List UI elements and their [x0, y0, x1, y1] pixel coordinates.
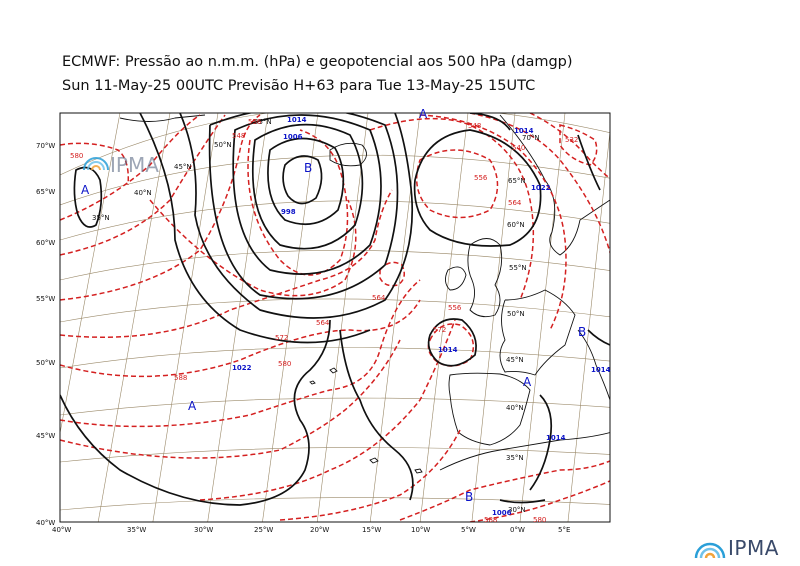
grid-lat-label-60n: 60°N — [507, 221, 525, 229]
geopotential-label: 556 — [474, 174, 488, 182]
low-centre-label: B — [304, 161, 312, 175]
geopotential-labels: 580 548 556 564 572 580 588 556 564 572 … — [70, 118, 578, 524]
lon-tick-label: 40°W — [52, 526, 71, 534]
pressure-centres: A A A A B B B — [81, 107, 586, 504]
high-centre-label: A — [81, 183, 90, 197]
grid-latw-label-55n: 55°N — [254, 118, 272, 126]
ipma-watermark-logo: IPMA — [83, 153, 159, 177]
geopotential-label: 540 — [512, 144, 525, 152]
lat-tick-label: 50°W — [36, 359, 55, 367]
isobar-label: 1022 — [232, 364, 252, 372]
ipma-logo: IPMA — [694, 536, 794, 562]
geopotential-label: 580 — [278, 360, 291, 368]
low-centre-label: B — [578, 325, 586, 339]
lat-tick-label: 65°W — [36, 188, 55, 196]
geopotential-label: 580 — [70, 152, 83, 160]
isobar-label: 1022 — [531, 184, 551, 192]
geopotential-label: 572 — [275, 334, 288, 342]
low-centre-label: B — [465, 490, 473, 504]
lat-tick-labels: 70°W 65°W 60°W 55°W 50°W 45°W 40°W — [36, 142, 55, 527]
chart-title-line1: ECMWF: Pressão ao n.m.m. (hPa) e geopote… — [62, 54, 573, 70]
geopotential-label: 548 — [468, 122, 481, 130]
isobar-label: 1014 — [546, 434, 566, 442]
geopotential-label: 564 — [508, 199, 522, 207]
grid-lat-label-35n: 35°N — [506, 454, 524, 462]
grid-latw-label-40n: 40°N — [134, 189, 152, 197]
lon-tick-label: 35°W — [127, 526, 146, 534]
geopotential-label: 548 — [232, 132, 245, 140]
isobar-label: 1014 — [438, 346, 458, 354]
lon-tick-label: 5°E — [558, 526, 570, 534]
chart-title-line2: Sun 11-May-25 00UTC Previsão H+63 para T… — [62, 78, 536, 94]
mslp-isobars — [60, 113, 610, 506]
map-area — [60, 113, 610, 522]
isobar-label: 1006 — [492, 509, 512, 517]
lon-tick-label: 30°W — [194, 526, 213, 534]
grid-lat-label-50n: 50°N — [507, 310, 525, 318]
map-frame — [59, 112, 611, 523]
watermark-logo-text: IPMA — [110, 153, 159, 177]
geopotential-label: 588 — [484, 516, 497, 524]
ipma-logo-text: IPMA — [728, 536, 779, 560]
isobar-label: 1006 — [283, 133, 303, 141]
grid-lat-label-70n: 70°N — [522, 134, 540, 142]
lon-tick-label: 15°W — [362, 526, 381, 534]
grid-lat-label-55n: 55°N — [509, 264, 527, 272]
geopotential-label: 580 — [533, 516, 546, 524]
grid-lat-label-65n: 65°N — [508, 177, 526, 185]
geopotential-contours — [60, 113, 610, 522]
geopotential-label: 556 — [248, 118, 262, 126]
lon-tick-label: 0°W — [510, 526, 525, 534]
high-centre-label: A — [523, 375, 532, 389]
lon-tick-label: 10°W — [411, 526, 430, 534]
ipma-logo-icon — [694, 542, 726, 559]
lon-tick-label: 25°W — [254, 526, 273, 534]
grid-latw-label-35n: 35°N — [92, 214, 110, 222]
lat-tick-label: 55°W — [36, 295, 55, 303]
geopotential-label: 588 — [174, 374, 187, 382]
lon-tick-label: 5°W — [461, 526, 476, 534]
grid-latw-label-50n: 50°N — [214, 141, 232, 149]
geopotential-label: 564 — [372, 294, 386, 302]
geopotential-label: 564 — [316, 319, 330, 327]
lat-tick-label: 40°W — [36, 519, 55, 527]
grid-lat-label-45n: 45°N — [506, 356, 524, 364]
isobar-label: 1014 — [514, 127, 534, 135]
lat-tick-label: 45°W — [36, 432, 55, 440]
lat-tick-label: 70°W — [36, 142, 55, 150]
grid-lat-label-40n: 40°N — [506, 404, 524, 412]
lon-tick-labels: 40°W 35°W 30°W 25°W 20°W 15°W 10°W 5°W 0… — [52, 526, 570, 534]
isobar-label: 1014 — [591, 366, 611, 374]
geopotential-label: 532 — [565, 136, 578, 144]
isobar-labels: 1014 1006 998 1014 1022 1014 1014 1006 1… — [232, 116, 611, 517]
isobar-label: 998 — [281, 208, 296, 216]
lon-tick-label: 20°W — [310, 526, 329, 534]
geopotential-label: 556 — [448, 304, 462, 312]
high-centre-label: A — [419, 107, 428, 121]
geopotential-label: 572 — [433, 326, 446, 334]
isobar-label: 1014 — [287, 116, 307, 124]
grid-lat-labels: 70°N 65°N 60°N 55°N 50°N 45°N 40°N 35°N … — [92, 118, 540, 514]
high-centre-label: A — [188, 399, 197, 413]
grid-latw-label-45n: 45°N — [174, 163, 192, 171]
lat-tick-label: 60°W — [36, 239, 55, 247]
grid-lat-label-30n: 30°N — [508, 506, 526, 514]
